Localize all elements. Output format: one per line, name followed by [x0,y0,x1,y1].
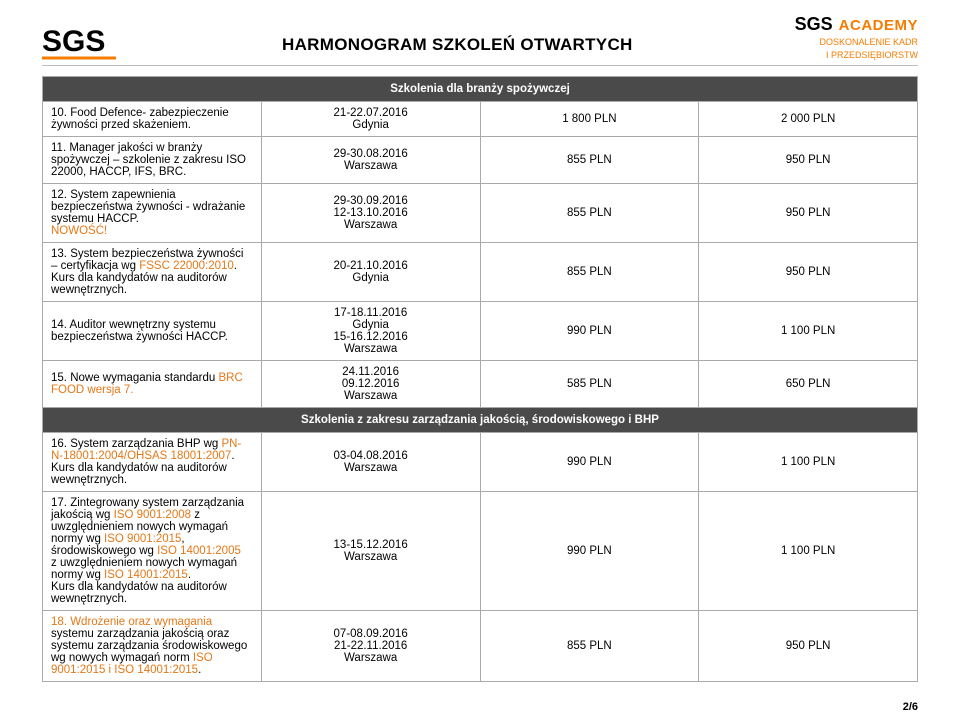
cell-desc: 16. System zarządzania BHP wg PN-N-18001… [43,432,262,491]
cell-price2: 1 100 PLN [699,491,918,610]
cell-desc: 13. System bezpieczeństwa żywności – cer… [43,242,262,301]
cell-desc: 10. Food Defence- zabezpieczenie żywnośc… [43,101,262,136]
table-row: 16. System zarządzania BHP wg PN-N-18001… [43,432,918,491]
cell-price1: 990 PLN [480,301,699,360]
page-header: SGS HARMONOGRAM SZKOLEŃ OTWARTYCH SGS AC… [42,0,918,66]
standard-ref: ISO 9001:2008 [114,509,191,521]
table-row: 18. Wdrożenie oraz wymagania systemu zar… [43,610,918,681]
cell-dates: 29-30.08.2016 Warszawa [261,136,480,183]
cell-price2: 950 PLN [699,242,918,301]
cell-dates: 24.11.2016 09.12.2016 Warszawa [261,360,480,407]
row-num: 17. [51,497,67,509]
cell-price2: 650 PLN [699,360,918,407]
cell-price1: 990 PLN [480,491,699,610]
cell-dates: 17-18.11.2016 Gdynia 15-16.12.2016 Warsz… [261,301,480,360]
cell-desc: 18. Wdrożenie oraz wymagania systemu zar… [43,610,262,681]
content: Szkolenia dla branży spożywczej 10. Food… [0,76,960,682]
standard-ref: ISO 9001:2015 [104,533,181,545]
cell-price1: 990 PLN [480,432,699,491]
cell-desc: 17. Zintegrowany system zarządzania jako… [43,491,262,610]
row-num: 11. [51,142,66,154]
cell-dates: 03-04.08.2016 Warszawa [261,432,480,491]
cell-price1: 855 PLN [480,136,699,183]
standard-ref: ISO 14001:2005 [157,545,241,557]
brand-sub1: DOSKONALENIE KADR [795,37,918,48]
cell-price1: 1 800 PLN [480,101,699,136]
cell-desc: 12. System zapewnienia bezpieczeństwa ży… [43,183,262,242]
cell-desc: 14. Auditor wewnętrzny systemu bezpiecze… [43,301,262,360]
cell-dates: 07-08.09.2016 21-22.11.2016 Warszawa [261,610,480,681]
table-row: 14. Auditor wewnętrzny systemu bezpiecze… [43,301,918,360]
cell-desc: 11. Manager jakości w branży spożywczej … [43,136,262,183]
section-title: Szkolenia z zakresu zarządzania jakością… [43,407,918,432]
page-number: 2/6 [903,701,918,713]
table-row: 10. Food Defence- zabezpieczenie żywnośc… [43,101,918,136]
new-badge: NOWOŚĆ! [51,225,107,237]
row-text: System zapewnienia bezpieczeństwa żywnoś… [51,189,245,225]
cell-price1: 855 PLN [480,242,699,301]
svg-text:SGS: SGS [42,25,105,58]
table-row: 13. System bezpieczeństwa żywności – cer… [43,242,918,301]
cell-price2: 950 PLN [699,136,918,183]
row-num: 13. [51,248,67,260]
brand-academy: ACADEMY [839,17,918,34]
cell-dates: 20-21.10.2016 Gdynia [261,242,480,301]
section-quality-management: Szkolenia z zakresu zarządzania jakością… [43,407,918,432]
cell-dates: 21-22.07.2016 Gdynia [261,101,480,136]
row-num: 10. [51,107,67,119]
cell-desc: 15. Nowe wymagania standardu BRC FOOD we… [43,360,262,407]
table-row: 17. Zintegrowany system zarządzania jako… [43,491,918,610]
row-num: 15. [51,372,67,384]
brand-sgs: SGS [795,14,833,35]
brand-sub2: I PRZEDSIĘBIORSTW [795,50,918,61]
schedule-table: Szkolenia dla branży spożywczej 10. Food… [42,76,918,682]
page-title: HARMONOGRAM SZKOLEŃ OTWARTYCH [120,35,795,61]
cell-price2: 1 100 PLN [699,301,918,360]
sgs-academy-logo: SGS ACADEMY DOSKONALENIE KADR I PRZEDSIĘ… [795,14,918,61]
row-num: 14. [51,319,67,331]
section-food-industry: Szkolenia dla branży spożywczej [43,76,918,101]
standard-ref: FSSC 22000:2010 [139,260,234,272]
section-title: Szkolenia dla branży spożywczej [43,76,918,101]
cell-price2: 950 PLN [699,183,918,242]
row-num: 12. [51,189,67,201]
row-text: Manager jakości w branży spożywczej – sz… [51,142,246,178]
row-text: Food Defence- zabezpieczenie żywności pr… [51,107,229,131]
cell-price2: 1 100 PLN [699,432,918,491]
table-row: 11. Manager jakości w branży spożywczej … [43,136,918,183]
table-row: 12. System zapewnienia bezpieczeństwa ży… [43,183,918,242]
cell-price1: 585 PLN [480,360,699,407]
cell-price2: 950 PLN [699,610,918,681]
table-row: 15. Nowe wymagania standardu BRC FOOD we… [43,360,918,407]
sgs-logo: SGS [42,21,120,61]
cell-dates: 13-15.12.2016 Warszawa [261,491,480,610]
row-num: 16. [51,438,67,450]
row-num: 18. [51,616,67,628]
standard-ref: ISO 14001:2015 [104,569,188,581]
cell-price1: 855 PLN [480,610,699,681]
cell-price1: 855 PLN [480,183,699,242]
cell-dates: 29-30.09.2016 12-13.10.2016 Warszawa [261,183,480,242]
cell-price2: 2 000 PLN [699,101,918,136]
